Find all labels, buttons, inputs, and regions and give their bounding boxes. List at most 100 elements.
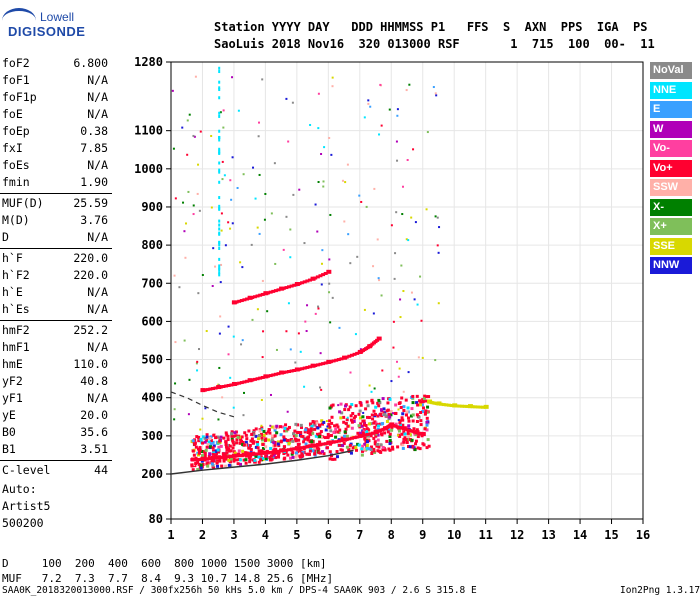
echo-point — [181, 126, 184, 129]
echo-point — [391, 412, 394, 415]
echo-point — [415, 394, 419, 398]
echo-point — [240, 439, 244, 443]
echo-point — [218, 268, 221, 272]
trace-point — [300, 281, 305, 285]
trace-point — [315, 443, 320, 447]
echo-point — [238, 458, 242, 462]
param-key: fxI — [2, 141, 23, 155]
echo-point — [294, 434, 298, 438]
echo-point — [196, 460, 200, 464]
echo-point — [416, 435, 420, 439]
echo-point — [399, 316, 402, 319]
echo-point — [277, 452, 281, 456]
echo-point — [388, 442, 392, 446]
echo-point — [260, 424, 263, 427]
echo-point — [205, 462, 209, 466]
echo-point — [196, 468, 200, 472]
echo-point — [269, 393, 272, 396]
echo-point — [223, 452, 227, 456]
param-separator — [0, 460, 112, 461]
echo-point — [333, 457, 337, 461]
echo-point — [323, 146, 326, 149]
echo-point — [219, 435, 223, 439]
echo-point — [314, 312, 317, 315]
echo-point — [254, 434, 258, 438]
echo-point — [365, 415, 369, 419]
echo-point — [239, 261, 242, 264]
echo-point — [438, 226, 441, 229]
trace-point — [229, 454, 234, 458]
echo-point — [212, 459, 216, 463]
echo-point — [219, 111, 222, 114]
param-key: h`E — [2, 285, 23, 299]
echo-point — [385, 420, 389, 424]
param-value: 20.0 — [80, 408, 108, 422]
trace-point — [444, 403, 449, 407]
echo-point — [233, 431, 237, 435]
trace-point — [247, 379, 252, 383]
trace-point — [242, 380, 247, 384]
trace-point — [247, 453, 252, 457]
trace-point — [279, 449, 284, 453]
echo-point — [413, 448, 417, 452]
echo-point — [342, 434, 346, 438]
echo-point — [260, 438, 264, 442]
echo-point — [303, 242, 306, 245]
param-key: hmF2 — [2, 323, 30, 337]
trace-point — [302, 445, 307, 449]
echo-point — [257, 455, 261, 459]
echo-point — [396, 445, 400, 449]
echo-point — [402, 408, 406, 412]
echo-point — [311, 420, 315, 424]
echo-point — [201, 417, 204, 420]
trace-point — [318, 443, 323, 447]
echo-point — [218, 170, 221, 174]
echo-point — [218, 332, 221, 335]
echo-point — [250, 437, 254, 441]
trace-point — [462, 404, 467, 408]
trace-point — [376, 336, 382, 341]
echo-point — [383, 411, 387, 415]
echo-point — [317, 423, 321, 427]
echo-point — [256, 446, 260, 450]
echo-point — [261, 442, 265, 446]
echo-point — [237, 449, 241, 453]
echo-point — [191, 468, 195, 472]
param-value: N/A — [87, 302, 108, 316]
echo-point — [303, 430, 307, 434]
echo-point — [218, 227, 221, 231]
echo-point — [260, 449, 264, 453]
echo-point — [279, 433, 283, 437]
param-row: yF2 40.8 — [2, 374, 108, 390]
echo-point — [314, 434, 318, 438]
echo-point — [229, 449, 233, 453]
param-row: h`F 220.0 — [2, 251, 108, 267]
param-value: 44 — [94, 463, 108, 477]
echo-point — [400, 432, 404, 436]
echo-point — [264, 431, 268, 435]
trace-point — [294, 368, 299, 372]
trace-point — [307, 278, 312, 282]
echo-point — [273, 162, 276, 165]
echo-point — [300, 454, 304, 458]
param-separator — [0, 248, 112, 249]
echo-point — [197, 292, 200, 295]
trace-point — [281, 371, 286, 375]
logo-top: Lowell — [40, 10, 75, 24]
echo-point — [359, 403, 363, 407]
echo-point — [262, 433, 266, 437]
param-key: B1 — [2, 442, 16, 456]
echo-point — [218, 439, 222, 443]
echo-point — [372, 312, 375, 315]
echo-point — [387, 412, 391, 416]
echo-point — [397, 408, 400, 411]
echo-point — [376, 414, 380, 418]
echo-point — [378, 401, 382, 405]
echo-point — [297, 438, 301, 442]
param-value: 25.59 — [73, 196, 108, 210]
y-tick-label: 80 — [149, 512, 163, 526]
echo-point — [404, 413, 408, 417]
trace-point — [273, 372, 278, 376]
trace-point — [408, 429, 413, 433]
